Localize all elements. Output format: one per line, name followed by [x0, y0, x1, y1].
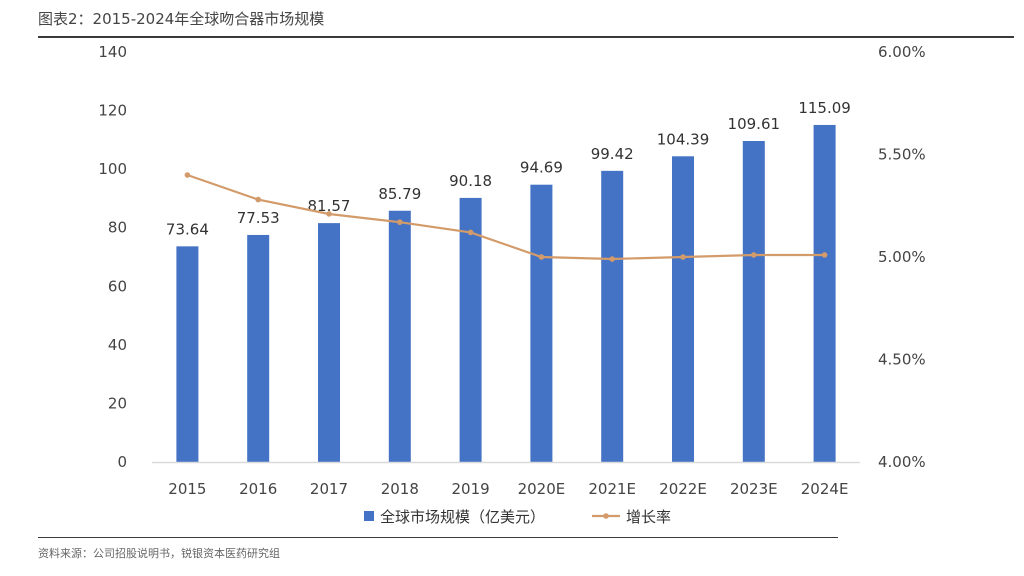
bar-value-label: 99.42 — [591, 145, 634, 163]
bar-data-labels: 73.64 77.53 81.57 85.79 90.18 94.69 99.42 104.3… — [166, 99, 851, 238]
growth-rate-point — [397, 219, 403, 225]
left-axis-tick-label: 120 — [98, 102, 127, 120]
growth-rate-point — [680, 254, 686, 260]
bar-value-label: 81.57 — [308, 197, 351, 215]
source-note: 资料来源：公司招股说明书，锐银资本医药研究组 — [38, 547, 280, 560]
right-axis-tick-label: 5.00% — [878, 248, 926, 266]
x-axis-tick-label: 2017 — [310, 480, 348, 498]
left-axis-tick-label: 80 — [108, 219, 127, 237]
growth-rate-point — [184, 172, 191, 178]
legend-line-marker — [603, 513, 609, 519]
bar — [601, 170, 624, 462]
growth-rate-series — [184, 172, 828, 262]
bar-value-label: 85.79 — [378, 185, 421, 203]
left-axis-tick-label: 60 — [108, 277, 127, 295]
right-axis-tick-label: 6.00% — [878, 43, 926, 61]
x-axis-tick-label: 2019 — [452, 480, 490, 498]
bar — [176, 246, 199, 462]
growth-rate-point — [326, 211, 332, 217]
bar-series — [176, 124, 836, 463]
x-axis-tick-label: 2022E — [659, 480, 707, 498]
growth-rate-point — [609, 256, 615, 262]
legend-bar-label: 全球市场规模（亿美元） — [380, 508, 545, 526]
bar — [813, 124, 836, 462]
x-axis-tick-label: 2020E — [518, 480, 566, 498]
bar-value-label: 90.18 — [449, 172, 492, 190]
bar-value-label: 94.69 — [520, 159, 563, 177]
right-axis-ticks: 4.00% 4.50% 5.00% 5.50% 6.00% — [878, 43, 926, 471]
growth-rate-point — [255, 196, 261, 203]
left-axis-tick-label: 0 — [117, 453, 127, 471]
legend: 全球市场规模（亿美元） 增长率 — [364, 508, 671, 526]
bar — [742, 140, 765, 463]
left-axis-ticks: 0 20 40 60 80 100 120 140 — [98, 43, 127, 471]
right-axis-tick-label: 5.50% — [878, 146, 926, 164]
x-axis-tick-label: 2023E — [730, 480, 778, 498]
bar — [388, 210, 411, 462]
bar-value-label: 104.39 — [657, 130, 710, 148]
bar — [530, 184, 553, 462]
growth-rate-point — [821, 252, 828, 258]
x-axis-tick-label: 2021E — [588, 480, 636, 498]
growth-rate-point — [467, 229, 474, 236]
title-divider — [38, 36, 1014, 38]
growth-rate-line — [187, 173, 825, 261]
x-axis-tick-label: 2015 — [168, 480, 206, 498]
x-axis-tick-label: 2016 — [239, 480, 277, 498]
bar — [318, 223, 340, 462]
left-axis-tick-label: 100 — [98, 160, 127, 178]
growth-rate-point — [538, 254, 545, 260]
left-axis-tick-label: 20 — [108, 394, 127, 412]
right-axis-tick-label: 4.50% — [878, 351, 926, 369]
x-axis-ticks: 2015 2016 2017 2018 2019 2020E 2021E 2022E 2023E… — [168, 480, 848, 498]
left-axis-tick-label: 40 — [108, 336, 127, 354]
bar — [459, 197, 482, 462]
bar — [247, 234, 270, 462]
legend-bar-swatch — [364, 511, 374, 521]
bar — [672, 156, 694, 462]
right-axis-tick-label: 4.00% — [878, 453, 926, 471]
legend-line-label: 增长率 — [626, 508, 671, 526]
source-divider — [38, 537, 838, 538]
bar-value-label: 115.09 — [798, 99, 851, 117]
bar-value-label: 73.64 — [166, 220, 209, 238]
x-axis-tick-label: 2024E — [801, 480, 849, 498]
left-axis-tick-label: 140 — [98, 43, 127, 61]
bar-value-label: 109.61 — [728, 115, 781, 133]
chart-title: 图表2：2015-2024年全球吻合器市场规模 — [38, 10, 325, 28]
x-axis-tick-label: 2018 — [381, 480, 419, 498]
growth-rate-point — [751, 252, 757, 258]
bar-value-label: 77.53 — [237, 209, 280, 227]
